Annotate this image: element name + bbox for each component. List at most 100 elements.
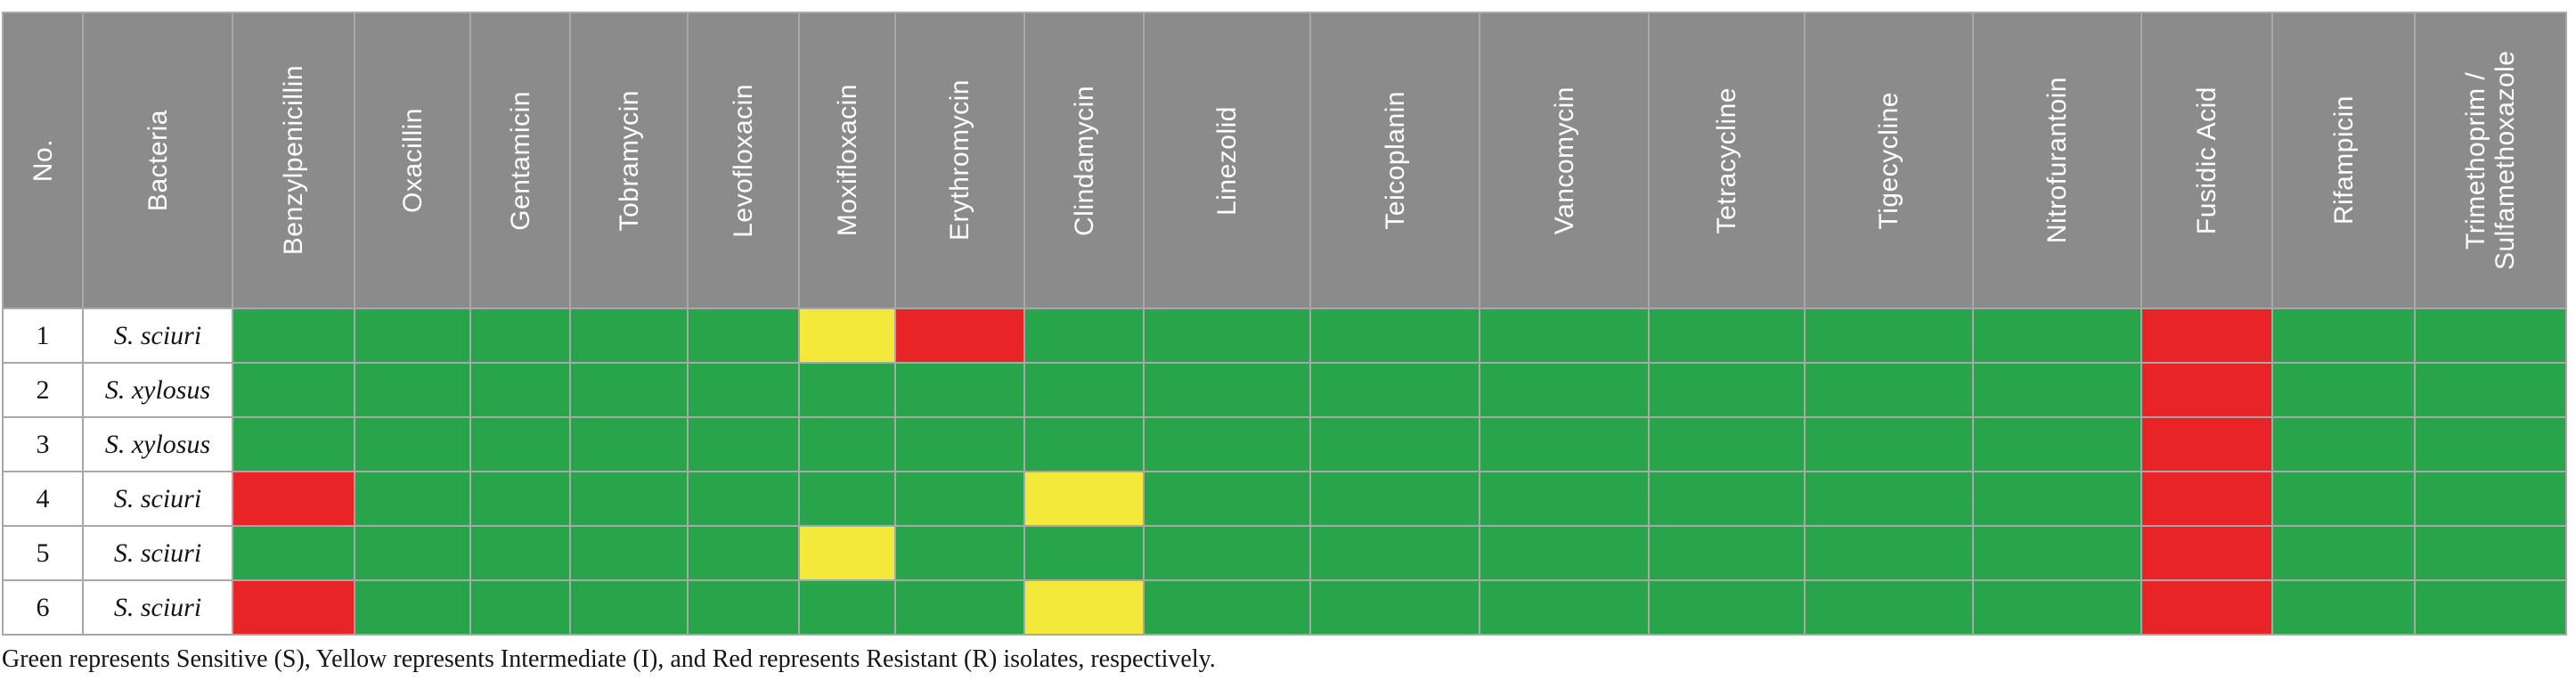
cell-row4-vancomycin — [1479, 471, 1650, 527]
column-header-label: Gentamicin — [505, 90, 535, 231]
cell-row6-gentamicin — [469, 579, 571, 636]
column-header-wrap: Bacteria — [84, 13, 232, 308]
column-header-moxifloxacin: Moxifloxacin — [798, 12, 896, 309]
cell-no: 5 — [2, 525, 84, 581]
cell-row6-linezolid — [1143, 579, 1311, 636]
column-header-label: Fusidic Acid — [2192, 86, 2221, 235]
column-header-wrap: Oxacillin — [355, 13, 469, 308]
table-row-5: 5 S. sciuri — [2, 525, 2567, 581]
column-header-label: Trimethoprim / Sulfamethoxazole — [2461, 50, 2520, 271]
cell-row5-tetracycline — [1648, 525, 1806, 581]
cell-row2-rifampicin — [2271, 362, 2416, 418]
cell-row6-vancomycin — [1479, 579, 1650, 636]
cell-row4-oxacillin — [354, 471, 471, 527]
cell-row6-levofloxacin — [687, 579, 800, 636]
column-header-wrap: Fusidic Acid — [2142, 13, 2271, 308]
cell-row5-oxacillin — [354, 525, 471, 581]
cell-row3-benzylpenicillin — [232, 416, 355, 472]
cell-bacteria: S. sciuri — [82, 579, 233, 636]
table-body: 1 S. sciuri 2 S. xylosus 3 S. xylosus 4 S. sciu… — [2, 308, 2567, 636]
cell-bacteria: S. sciuri — [82, 525, 233, 581]
cell-row5-clindamycin — [1023, 525, 1145, 581]
cell-row6-nitrofurantoin — [1972, 579, 2142, 636]
cell-row2-trimethoprim-sulfamethoxazole — [2414, 362, 2567, 418]
cell-row2-gentamicin — [469, 362, 571, 418]
cell-row3-tigecycline — [1804, 416, 1974, 472]
column-header-vancomycin: Vancomycin — [1479, 12, 1650, 309]
cell-row3-rifampicin — [2271, 416, 2416, 472]
column-header-wrap: Erythromycin — [896, 13, 1023, 308]
column-header-wrap: Rifampicin — [2273, 13, 2414, 308]
cell-row4-tetracycline — [1648, 471, 1806, 527]
cell-row5-fusidic-acid — [2140, 525, 2273, 581]
column-header-benzylpenicillin: Benzylpenicillin — [232, 12, 355, 309]
cell-row1-teicoplanin — [1309, 308, 1480, 364]
cell-row1-trimethoprim-sulfamethoxazole — [2414, 308, 2567, 364]
cell-row2-levofloxacin — [687, 362, 800, 418]
column-header-tobramycin: Tobramycin — [569, 12, 689, 309]
cell-row2-benzylpenicillin — [232, 362, 355, 418]
cell-row6-tetracycline — [1648, 579, 1806, 636]
cell-row2-clindamycin — [1023, 362, 1145, 418]
cell-row6-clindamycin — [1023, 579, 1145, 636]
column-header-fusidic-acid: Fusidic Acid — [2140, 12, 2273, 309]
column-header-label: Clindamycin — [1069, 85, 1099, 236]
cell-row5-moxifloxacin — [798, 525, 896, 581]
column-header-clindamycin: Clindamycin — [1023, 12, 1145, 309]
antibiogram-table: No. Bacteria Benzylpenicillin Oxacillin Gent… — [2, 12, 2567, 636]
cell-row4-rifampicin — [2271, 471, 2416, 527]
column-header-oxacillin: Oxacillin — [354, 12, 471, 309]
column-header-wrap: Linezolid — [1145, 13, 1309, 308]
column-header-label: Moxifloxacin — [832, 84, 862, 237]
cell-row1-tigecycline — [1804, 308, 1974, 364]
cell-row3-linezolid — [1143, 416, 1311, 472]
cell-row1-fusidic-acid — [2140, 308, 2273, 364]
cell-row2-fusidic-acid — [2140, 362, 2273, 418]
cell-row2-tetracycline — [1648, 362, 1806, 418]
table-row-4: 4 S. sciuri — [2, 471, 2567, 527]
cell-row4-trimethoprim-sulfamethoxazole — [2414, 471, 2567, 527]
cell-row4-moxifloxacin — [798, 471, 896, 527]
cell-row4-fusidic-acid — [2140, 471, 2273, 527]
cell-row4-clindamycin — [1023, 471, 1145, 527]
cell-row1-benzylpenicillin — [232, 308, 355, 364]
column-header-label: Levofloxacin — [729, 83, 758, 238]
column-header-label: Tobramycin — [614, 89, 644, 232]
cell-row2-moxifloxacin — [798, 362, 896, 418]
cell-row1-clindamycin — [1023, 308, 1145, 364]
column-header-tetracycline: Tetracycline — [1648, 12, 1806, 309]
cell-row1-oxacillin — [354, 308, 471, 364]
column-header-tigecycline: Tigecycline — [1804, 12, 1974, 309]
column-header-wrap: Nitrofurantoin — [1974, 13, 2140, 308]
table-row-1: 1 S. sciuri — [2, 308, 2567, 364]
cell-row3-erythromycin — [894, 416, 1025, 472]
column-header-levofloxacin: Levofloxacin — [687, 12, 800, 309]
column-header-wrap: Vancomycin — [1480, 13, 1648, 308]
cell-row4-tigecycline — [1804, 471, 1974, 527]
cell-row2-nitrofurantoin — [1972, 362, 2142, 418]
cell-row5-levofloxacin — [687, 525, 800, 581]
cell-row5-teicoplanin — [1309, 525, 1480, 581]
cell-row5-tigecycline — [1804, 525, 1974, 581]
cell-row4-linezolid — [1143, 471, 1311, 527]
cell-row1-tobramycin — [569, 308, 689, 364]
column-header-rifampicin: Rifampicin — [2271, 12, 2416, 309]
column-header-wrap: No. — [4, 13, 82, 308]
cell-row1-gentamicin — [469, 308, 571, 364]
cell-row1-tetracycline — [1648, 308, 1806, 364]
cell-row5-gentamicin — [469, 525, 571, 581]
column-header-wrap: Teicoplanin — [1311, 13, 1479, 308]
column-header-label: Rifampicin — [2328, 95, 2359, 226]
table-row-6: 6 S. sciuri — [2, 579, 2567, 636]
column-header-label: Linezolid — [1212, 105, 1242, 216]
cell-row1-moxifloxacin — [798, 308, 896, 364]
cell-row6-benzylpenicillin — [232, 579, 355, 636]
column-header-nitrofurantoin: Nitrofurantoin — [1972, 12, 2142, 309]
cell-row5-nitrofurantoin — [1972, 525, 2142, 581]
column-header-label: Tigecycline — [1874, 91, 1903, 230]
column-header-wrap: Levofloxacin — [689, 13, 798, 308]
cell-row6-oxacillin — [354, 579, 471, 636]
cell-row3-teicoplanin — [1309, 416, 1480, 472]
cell-row6-trimethoprim-sulfamethoxazole — [2414, 579, 2567, 636]
